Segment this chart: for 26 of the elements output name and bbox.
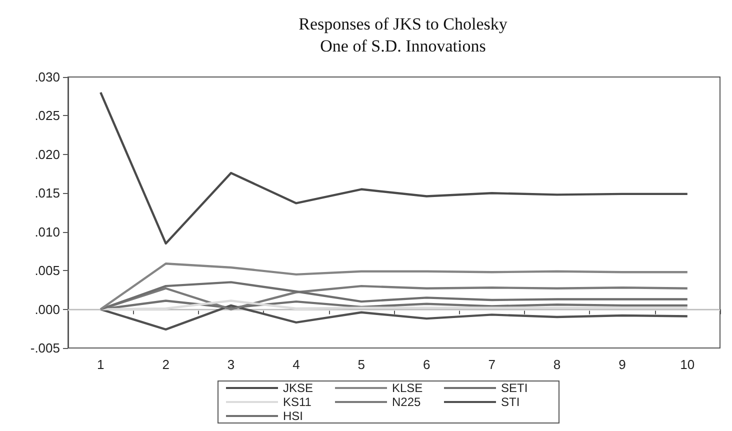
legend-label: STI [501,395,520,409]
legend-label: N225 [392,395,422,409]
x-tick-label: 7 [488,357,496,372]
y-tick-label: .015 [34,186,60,201]
legend-label: KS11 [283,395,312,409]
y-tick-label: .030 [34,70,60,84]
y-tick-label: .000 [34,302,60,317]
x-tick-label: 5 [358,357,366,372]
y-tick-label: .010 [34,224,60,240]
x-tick-label: 1 [96,357,104,372]
x-tick-label: 6 [422,357,430,372]
legend-label: HSI [283,409,304,423]
x-tick-label: 9 [618,357,626,372]
y-tick-label: .020 [34,146,60,162]
x-tick-label: 2 [162,357,170,372]
y-tick-label: -.005 [30,340,60,356]
y-tick-label: .005 [34,263,60,278]
legend-label: SETI [501,381,528,395]
legend-label: KLSE [392,381,423,395]
x-tick-label: 4 [292,357,300,372]
x-tick-label: 8 [553,357,561,372]
x-tick-label: 10 [680,357,695,372]
chart-title: Responses of JKS to Cholesky One of S.D. Innovations [298,14,508,56]
legend-label: JKSE [283,381,314,395]
x-tick-label: 3 [227,357,235,372]
y-tick-label: .025 [34,108,60,124]
